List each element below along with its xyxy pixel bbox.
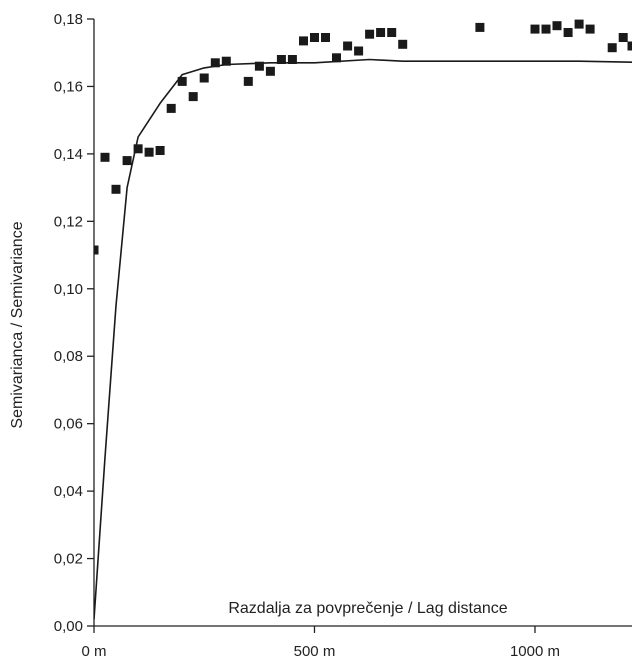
data-point bbox=[332, 53, 341, 63]
x-axis: 0 m 500 m 1000 m bbox=[81, 625, 632, 660]
points-layer bbox=[94, 19, 632, 255]
data-point bbox=[365, 29, 375, 39]
data-point bbox=[607, 43, 617, 53]
fit-line-layer bbox=[94, 58, 632, 620]
data-point bbox=[94, 245, 99, 255]
data-point bbox=[387, 28, 397, 37]
x-axis-title: Razdalja za povprečenje / Lag distance bbox=[228, 600, 507, 617]
data-point bbox=[265, 66, 275, 76]
data-point bbox=[144, 147, 154, 157]
y-axis: 0,00 0,02 0,04 0,06 0,08 0,10 0,12 0,14 0,16 0,18 bbox=[54, 11, 95, 635]
data-point bbox=[541, 24, 551, 34]
y-tick-label: 0,00 bbox=[54, 618, 83, 635]
data-point bbox=[111, 184, 121, 194]
y-tick-label: 0,10 bbox=[54, 281, 83, 298]
data-point bbox=[299, 36, 308, 46]
data-point bbox=[188, 92, 198, 102]
data-point bbox=[321, 33, 330, 42]
y-tick-label: 0,18 bbox=[54, 11, 83, 28]
data-point bbox=[287, 55, 297, 64]
data-point bbox=[627, 41, 632, 51]
data-point bbox=[122, 156, 132, 166]
data-point bbox=[243, 76, 253, 86]
data-point bbox=[563, 28, 573, 37]
data-point bbox=[585, 24, 595, 34]
data-point bbox=[354, 46, 364, 56]
fit-line bbox=[94, 58, 632, 620]
data-point bbox=[177, 76, 187, 86]
data-point bbox=[210, 58, 220, 68]
data-point bbox=[221, 56, 231, 66]
data-point bbox=[100, 152, 110, 162]
data-point bbox=[199, 73, 209, 83]
data-point bbox=[254, 61, 264, 71]
data-point bbox=[530, 24, 540, 34]
y-axis-title: Semivarianca / Semivariance bbox=[9, 221, 26, 428]
data-point bbox=[475, 22, 485, 32]
y-tick-label: 0,04 bbox=[54, 483, 83, 500]
data-point bbox=[574, 19, 584, 29]
y-tick-label: 0,16 bbox=[54, 78, 83, 95]
y-tick-label: 0,14 bbox=[54, 146, 83, 163]
data-point bbox=[618, 33, 628, 42]
data-point bbox=[343, 41, 353, 51]
data-point bbox=[133, 144, 143, 154]
data-point bbox=[310, 33, 319, 42]
data-point bbox=[155, 146, 165, 155]
data-point bbox=[376, 28, 386, 37]
data-point bbox=[552, 21, 562, 31]
data-point bbox=[166, 103, 176, 113]
y-tick-label: 0,08 bbox=[54, 348, 83, 365]
y-tick-label: 0,02 bbox=[54, 551, 83, 568]
x-tick-label: 0 m bbox=[81, 643, 106, 660]
y-tick-label: 0,12 bbox=[54, 213, 83, 230]
x-tick-label: 500 m bbox=[294, 643, 336, 660]
data-point bbox=[276, 55, 286, 64]
data-point bbox=[398, 39, 408, 49]
x-tick-label: 1000 m bbox=[510, 643, 560, 660]
y-tick-label: 0,06 bbox=[54, 416, 83, 433]
